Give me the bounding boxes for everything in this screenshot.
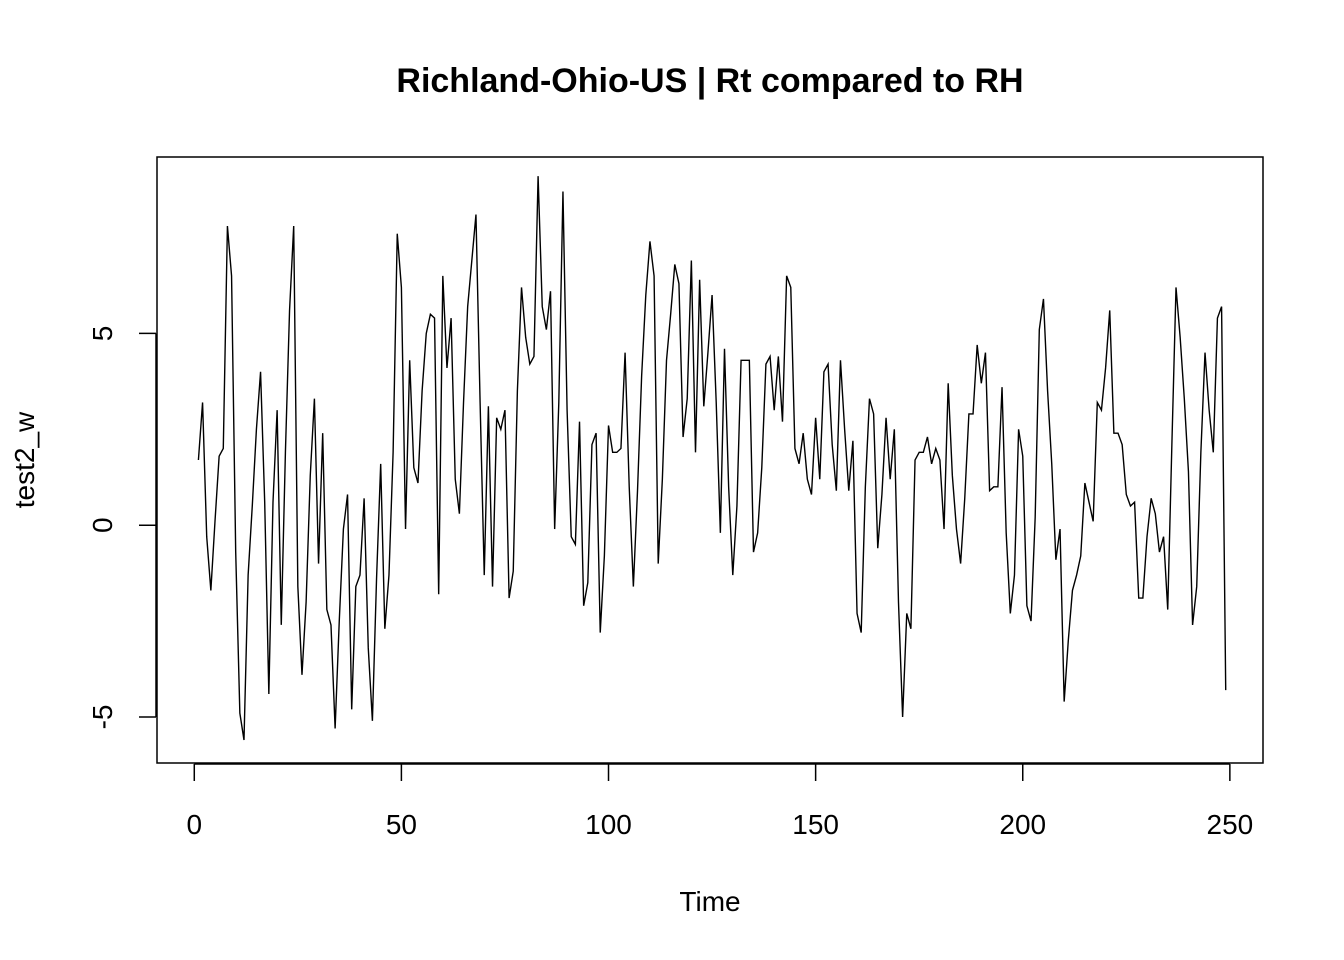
x-axis: 0 50 100 150 200 250 <box>186 763 1254 840</box>
y-tick-label: 5 <box>87 326 118 342</box>
series-line-0 <box>197 176 1227 741</box>
x-tick-label: 0 <box>186 809 202 840</box>
plot-frame <box>156 156 1264 764</box>
y-tick-label: 0 <box>87 517 118 533</box>
y-axis-label: test2_w <box>9 411 40 508</box>
chart-title: Richland-Ohio-US | Rt compared to RH <box>396 62 1023 100</box>
y-tick-label: -5 <box>87 705 118 730</box>
x-axis-label: Time <box>679 886 740 917</box>
y-axis: -5 0 5 <box>87 326 157 730</box>
x-tick-label: 200 <box>999 809 1046 840</box>
series-layer <box>197 176 1227 741</box>
x-tick-label: 50 <box>386 809 417 840</box>
x-tick-label: 250 <box>1207 809 1254 840</box>
x-tick-label: 150 <box>792 809 839 840</box>
x-tick-label: 100 <box>585 809 632 840</box>
